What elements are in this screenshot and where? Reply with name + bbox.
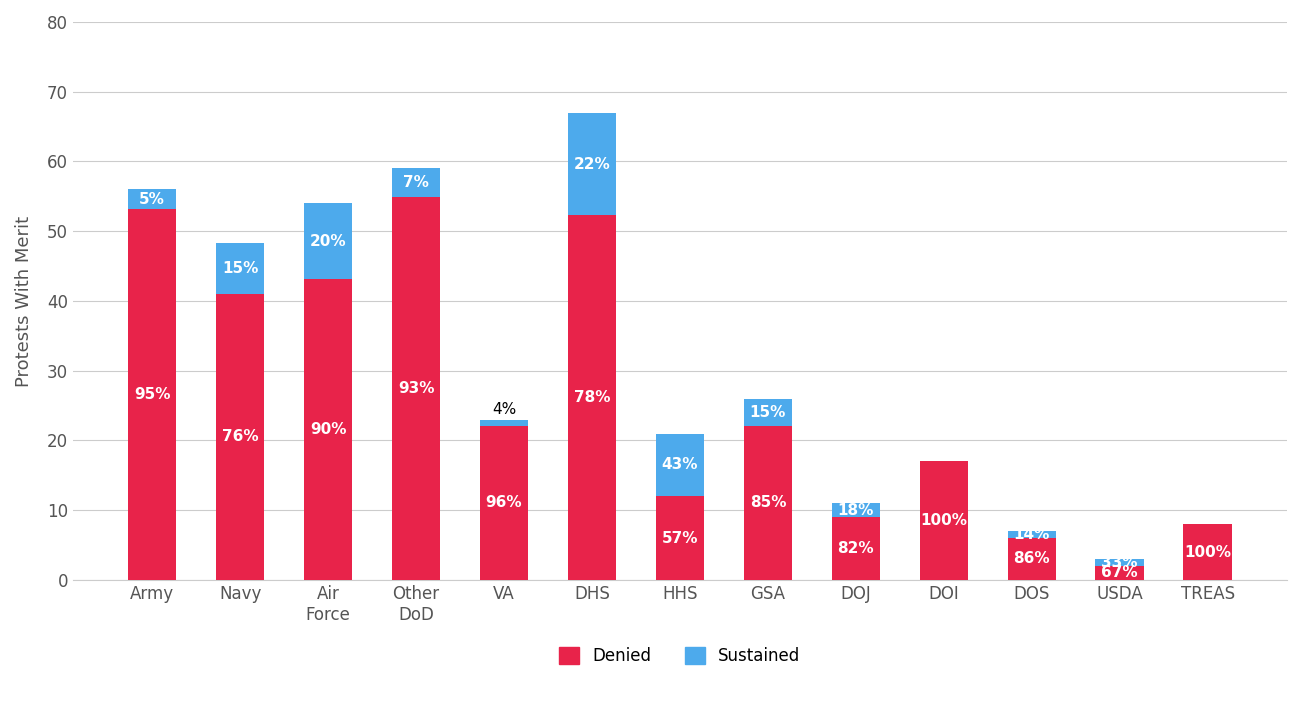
Text: 22%: 22% bbox=[574, 157, 611, 171]
Text: 82%: 82% bbox=[837, 541, 874, 556]
Bar bbox=[832, 503, 880, 517]
Bar bbox=[1184, 524, 1232, 580]
Legend: Denied, Sustained: Denied, Sustained bbox=[552, 641, 807, 672]
Text: 93%: 93% bbox=[398, 381, 435, 396]
Text: 15%: 15% bbox=[750, 405, 786, 420]
Bar bbox=[1095, 559, 1144, 566]
Text: 43%: 43% bbox=[661, 458, 698, 473]
Text: 67%: 67% bbox=[1101, 565, 1138, 581]
Text: 5%: 5% bbox=[139, 192, 165, 207]
Bar bbox=[568, 215, 616, 580]
Bar bbox=[656, 497, 704, 580]
Bar bbox=[392, 197, 440, 580]
Text: 15%: 15% bbox=[223, 261, 258, 276]
Text: 57%: 57% bbox=[661, 531, 698, 546]
Text: 78%: 78% bbox=[574, 390, 611, 405]
Text: 86%: 86% bbox=[1013, 552, 1049, 567]
Bar bbox=[743, 398, 792, 426]
Text: 4%: 4% bbox=[492, 402, 516, 416]
Bar bbox=[216, 294, 264, 580]
Text: 14%: 14% bbox=[1013, 527, 1049, 542]
Text: 85%: 85% bbox=[750, 495, 786, 510]
Bar bbox=[480, 419, 529, 426]
Text: 7%: 7% bbox=[404, 176, 430, 190]
Text: 95%: 95% bbox=[134, 387, 171, 402]
Bar bbox=[1008, 538, 1056, 580]
Bar bbox=[303, 278, 353, 580]
Text: 100%: 100% bbox=[1184, 544, 1232, 560]
Y-axis label: Protests With Merit: Protests With Merit bbox=[16, 215, 33, 387]
Bar bbox=[480, 426, 529, 580]
Bar bbox=[128, 189, 177, 209]
Text: 100%: 100% bbox=[921, 513, 967, 529]
Bar bbox=[303, 203, 353, 278]
Bar bbox=[832, 517, 880, 580]
Bar bbox=[128, 209, 177, 580]
Text: 76%: 76% bbox=[221, 429, 259, 445]
Bar bbox=[1095, 566, 1144, 580]
Text: 90%: 90% bbox=[310, 422, 346, 437]
Bar bbox=[216, 243, 264, 294]
Bar bbox=[919, 461, 967, 580]
Text: 33%: 33% bbox=[1101, 555, 1138, 570]
Bar bbox=[656, 434, 704, 497]
Bar bbox=[392, 168, 440, 197]
Bar bbox=[568, 113, 616, 215]
Text: 18%: 18% bbox=[837, 502, 874, 518]
Text: 96%: 96% bbox=[486, 495, 522, 510]
Text: 20%: 20% bbox=[310, 234, 346, 249]
Bar bbox=[1008, 531, 1056, 538]
Bar bbox=[743, 426, 792, 580]
